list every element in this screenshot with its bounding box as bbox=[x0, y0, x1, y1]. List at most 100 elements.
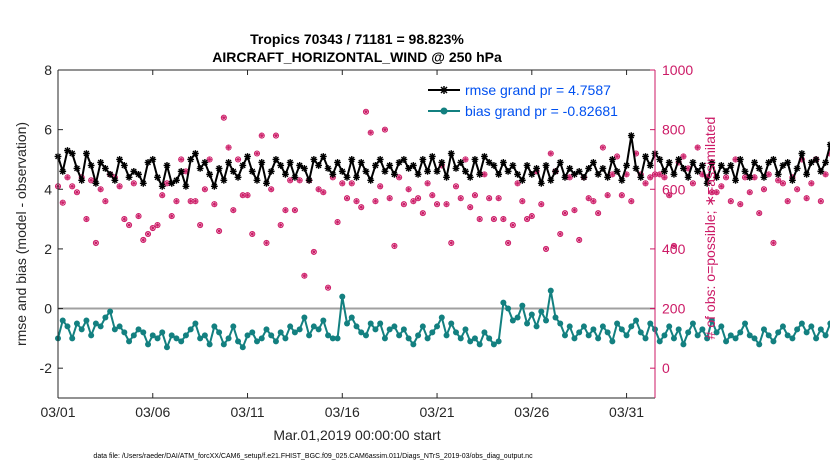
rmse-point bbox=[120, 162, 128, 169]
obs-assimilated-marker bbox=[230, 207, 236, 213]
obs-assimilated-marker bbox=[647, 174, 653, 180]
obs-assimilated-marker bbox=[524, 216, 530, 222]
bias-point bbox=[163, 344, 170, 351]
obs-point bbox=[457, 195, 464, 202]
bias-point bbox=[708, 317, 715, 324]
obs-point bbox=[144, 230, 152, 238]
obs-point bbox=[452, 183, 460, 190]
obs-assimilated-marker bbox=[183, 168, 189, 174]
bias-point bbox=[244, 332, 251, 339]
obs-assimilated-marker bbox=[685, 165, 691, 171]
obs-point bbox=[64, 174, 71, 181]
rmse-point bbox=[504, 167, 512, 175]
obs-assimilated-marker bbox=[244, 192, 251, 198]
bias-point bbox=[381, 335, 388, 342]
obs-point bbox=[647, 174, 654, 181]
rmse-point bbox=[670, 170, 678, 178]
bias-point bbox=[689, 320, 696, 327]
bias-point bbox=[325, 332, 332, 339]
bias-point bbox=[751, 335, 758, 342]
rmse-point bbox=[580, 173, 588, 181]
obs-point bbox=[121, 216, 128, 223]
obs-point bbox=[135, 213, 142, 220]
obs-point bbox=[471, 192, 479, 199]
rmse-point bbox=[220, 176, 228, 184]
rmse-point bbox=[476, 170, 484, 178]
bias-point bbox=[410, 341, 417, 348]
bias-point bbox=[547, 287, 554, 294]
bias-point bbox=[585, 332, 592, 339]
rmse-point bbox=[296, 162, 304, 169]
bias-point bbox=[362, 332, 369, 339]
obs-point bbox=[808, 180, 815, 187]
bias-point bbox=[580, 323, 587, 330]
obs-assimilated-marker bbox=[747, 189, 753, 195]
obs-assimilated-marker bbox=[548, 150, 554, 157]
obs-point bbox=[320, 189, 327, 196]
obs-point bbox=[263, 239, 270, 246]
obs-point bbox=[140, 236, 147, 244]
obs-assimilated-marker bbox=[287, 177, 293, 183]
rmse-point bbox=[310, 156, 318, 163]
rmse-point bbox=[239, 162, 247, 169]
obs-assimilated-marker bbox=[690, 180, 696, 186]
obs-assimilated-marker bbox=[235, 156, 241, 163]
obs-assimilated-marker bbox=[467, 204, 473, 210]
obs-assimilated-marker bbox=[150, 225, 156, 231]
y-tick-label-left: 2 bbox=[44, 241, 52, 257]
bias-point bbox=[211, 323, 218, 330]
rmse-point bbox=[168, 179, 176, 187]
obs-assimilated-marker bbox=[320, 189, 326, 195]
bias-point bbox=[637, 329, 644, 336]
rmse-point bbox=[495, 170, 503, 178]
obs-point bbox=[642, 180, 649, 187]
rmse-point bbox=[215, 165, 223, 172]
obs-point bbox=[130, 180, 137, 187]
obs-assimilated-marker bbox=[211, 201, 217, 207]
rmse-point bbox=[192, 150, 199, 157]
obs-point bbox=[178, 156, 185, 163]
obs-point bbox=[381, 126, 388, 133]
rmse-point bbox=[703, 179, 711, 187]
obs-point bbox=[509, 222, 516, 229]
y-tick-label-right: 0 bbox=[662, 360, 670, 376]
obs-assimilated-marker bbox=[538, 201, 544, 207]
bias-point bbox=[448, 320, 455, 327]
obs-assimilated-marker bbox=[396, 174, 402, 180]
obs-assimilated-marker bbox=[709, 189, 715, 195]
bias-point bbox=[462, 326, 469, 333]
rmse-point bbox=[528, 170, 536, 178]
bias-point bbox=[277, 329, 284, 336]
bias-point bbox=[249, 329, 256, 336]
obs-markers bbox=[54, 108, 830, 291]
rmse-point bbox=[618, 176, 626, 184]
obs-assimilated-marker bbox=[358, 204, 364, 210]
obs-assimilated-marker bbox=[756, 210, 762, 216]
rmse-point bbox=[514, 170, 521, 178]
rmse-point bbox=[291, 173, 299, 181]
obs-assimilated-marker bbox=[562, 210, 568, 216]
bias-point bbox=[344, 320, 351, 327]
bias-point bbox=[83, 317, 90, 324]
obs-assimilated-marker bbox=[600, 144, 606, 151]
rmse-point bbox=[64, 147, 71, 154]
obs-assimilated-marker bbox=[315, 186, 322, 192]
bias-point bbox=[500, 299, 507, 306]
obs-assimilated-marker bbox=[737, 201, 743, 207]
rmse-point bbox=[111, 176, 119, 184]
rmse-point bbox=[452, 165, 460, 172]
bias-point bbox=[140, 329, 147, 336]
obs-point bbox=[201, 186, 208, 193]
obs-point bbox=[599, 144, 606, 151]
bias-point bbox=[476, 341, 483, 348]
rmse-series bbox=[54, 132, 830, 190]
obs-assimilated-marker bbox=[387, 195, 393, 201]
rmse-point bbox=[154, 173, 161, 181]
rmse-point bbox=[362, 167, 370, 175]
obs-assimilated-marker bbox=[311, 249, 317, 255]
rmse-point bbox=[722, 167, 730, 175]
obs-assimilated-marker bbox=[102, 198, 108, 204]
rmse-point bbox=[713, 173, 720, 181]
rmse-point bbox=[267, 167, 275, 175]
obs-assimilated-marker bbox=[576, 237, 582, 243]
